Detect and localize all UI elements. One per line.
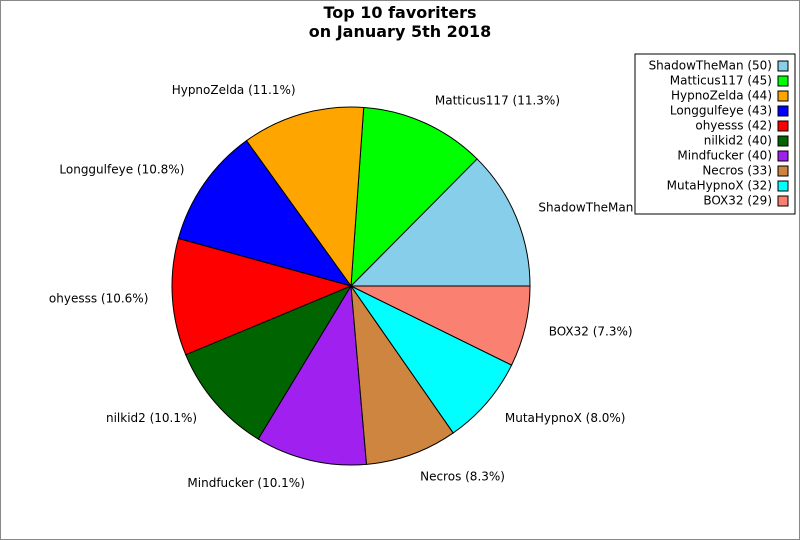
pie-slices xyxy=(171,106,531,466)
pie-label-longgulfeye: Longgulfeye (10.8%) xyxy=(59,163,184,177)
legend-swatch-mindfucker xyxy=(777,150,789,162)
legend-label-ohyesss: ohyesss (42) xyxy=(695,119,772,133)
legend-box xyxy=(634,53,796,215)
pie-label-ohyesss: ohyesss (10.6%) xyxy=(49,291,149,305)
pie-label-nilkid2: nilkid2 (10.1%) xyxy=(106,411,197,425)
pie-slice-matticus117 xyxy=(350,106,478,288)
legend-label-box32: BOX32 (29) xyxy=(703,194,772,208)
legend-label-shadowtheman: ShadowTheMan (50) xyxy=(649,59,772,73)
pie-slice-hypnozelda xyxy=(245,106,365,288)
legend-swatch-box32 xyxy=(777,195,789,207)
legend-swatch-nilkid2 xyxy=(777,135,789,147)
pie-label-mutahypnox: MutaHypnoX (8.0%) xyxy=(505,411,626,425)
legend-swatch-matticus117 xyxy=(777,75,789,87)
pie-slice-necros xyxy=(350,284,454,465)
legend-label-necros: Necros (33) xyxy=(702,164,772,178)
legend-label-nilkid2: nilkid2 (40) xyxy=(704,134,772,148)
pie-slice-nilkid2 xyxy=(185,284,353,440)
legend-swatch-ohyesss xyxy=(777,120,789,132)
chart-title-line-1: Top 10 favoriters xyxy=(323,3,476,22)
legend: ShadowTheMan (50)Matticus117 (45)HypnoZe… xyxy=(634,53,796,215)
pie-label-necros: Necros (8.3%) xyxy=(420,469,505,483)
pie-label-box32: BOX32 (7.3%) xyxy=(549,325,633,339)
pie-slice-mutahypnox xyxy=(350,285,513,434)
pie-label-matticus117: Matticus117 (11.3%) xyxy=(435,94,560,108)
legend-swatch-necros xyxy=(777,165,789,177)
legend-label-longgulfeye: Longgulfeye (43) xyxy=(670,104,772,118)
pie-label-mindfucker: Mindfucker (10.1%) xyxy=(187,476,304,490)
pie-slice-longgulfeye xyxy=(177,139,353,287)
legend-swatch-mutahypnox xyxy=(777,180,789,192)
pie-slice-shadowtheman xyxy=(349,158,531,287)
legend-label-matticus117: Matticus117 (45) xyxy=(670,74,772,88)
pie-slice-box32 xyxy=(350,285,531,366)
pie-slice-mindfucker xyxy=(257,284,368,466)
chart-title-line-2: on January 5th 2018 xyxy=(309,22,491,41)
pie-label-hypnozelda: HypnoZelda (11.1%) xyxy=(172,83,296,97)
pie-labels: ShadowTheMan (12.8%)Matticus117 (11.3%)H… xyxy=(49,83,685,490)
legend-label-hypnozelda: HypnoZelda (44) xyxy=(671,89,772,103)
legend-swatch-hypnozelda xyxy=(777,90,789,102)
legend-swatch-shadowtheman xyxy=(777,60,789,72)
legend-label-mutahypnox: MutaHypnoX (32) xyxy=(667,179,772,193)
legend-label-mindfucker: Mindfucker (40) xyxy=(677,149,772,163)
legend-swatch-longgulfeye xyxy=(777,105,789,117)
pie-slice-ohyesss xyxy=(171,237,353,356)
